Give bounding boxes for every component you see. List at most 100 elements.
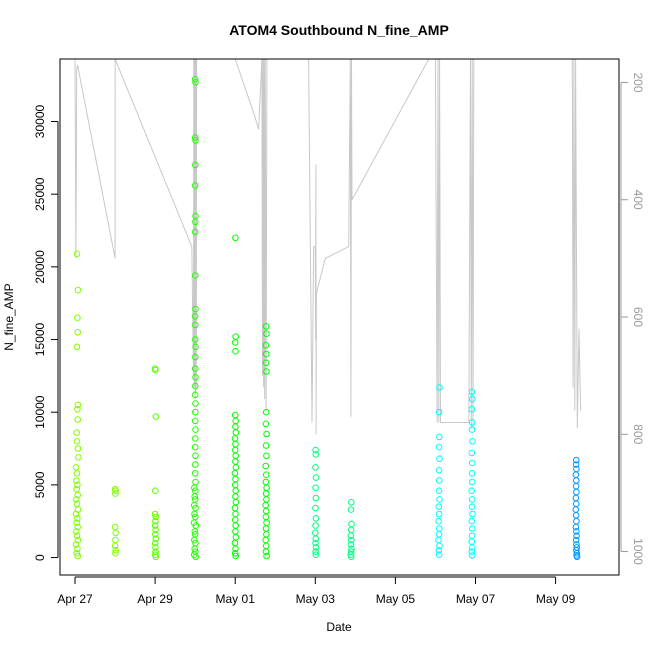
data-point — [152, 513, 160, 521]
data-point — [232, 552, 239, 560]
data-point — [192, 353, 199, 361]
data-point — [312, 551, 320, 559]
data-point — [469, 478, 476, 486]
x-tick-label: Apr 27 — [57, 592, 93, 606]
data-point — [468, 517, 476, 525]
y-tick-label: 30000 — [33, 104, 47, 138]
data-point — [192, 321, 199, 329]
data-point — [262, 323, 270, 330]
data-point — [435, 503, 443, 511]
data-point — [231, 339, 239, 346]
data-point — [347, 532, 355, 540]
data-point — [262, 408, 270, 416]
y-tick-label: 25000 — [33, 177, 47, 211]
data-point — [192, 452, 199, 460]
data-point — [262, 442, 270, 449]
data-point — [75, 454, 82, 461]
data-point — [469, 525, 476, 532]
data-point — [191, 76, 199, 83]
data-point — [232, 522, 239, 529]
data-point — [231, 516, 239, 524]
data-point — [468, 503, 476, 511]
y-tick-label: 10000 — [33, 395, 47, 429]
data-point — [262, 478, 270, 486]
data-point — [262, 501, 270, 509]
data-point — [191, 182, 199, 189]
data-point — [469, 552, 476, 559]
data-point — [74, 481, 81, 489]
y-tick-label: 5000 — [33, 471, 47, 498]
data-point — [436, 433, 443, 441]
data-point — [469, 395, 476, 403]
data-point — [263, 484, 270, 492]
data-point — [263, 452, 270, 460]
data-point — [73, 470, 81, 477]
data-point — [312, 446, 319, 454]
data-point — [262, 507, 270, 515]
data-point — [74, 329, 81, 336]
data-point — [348, 520, 355, 528]
y2-tick-label: 1000 — [631, 538, 645, 565]
data-point — [262, 548, 270, 556]
data-point — [73, 477, 80, 484]
data-point — [262, 350, 270, 358]
data-point — [436, 542, 443, 550]
data-point — [312, 474, 320, 481]
data-point — [348, 553, 355, 561]
data-point — [262, 471, 270, 479]
data-point — [263, 552, 270, 560]
data-point — [73, 528, 80, 535]
data-point — [191, 417, 199, 425]
data-point — [74, 523, 81, 531]
data-point — [112, 547, 119, 554]
data-point — [232, 487, 239, 495]
data-point — [191, 470, 199, 477]
data-point — [232, 333, 239, 340]
data-point — [231, 446, 239, 454]
data-point — [151, 510, 159, 518]
data-point — [436, 496, 443, 503]
data-point — [468, 470, 476, 477]
data-point — [72, 510, 80, 518]
data-point — [572, 494, 580, 502]
data-point — [191, 336, 199, 343]
data-point — [231, 470, 239, 477]
data-point — [263, 330, 270, 338]
data-point — [572, 483, 580, 490]
data-point — [74, 416, 81, 423]
x-tick-label: May 05 — [376, 592, 416, 606]
data-point — [572, 512, 580, 519]
data-point — [572, 523, 580, 531]
data-point — [231, 504, 239, 512]
data-point — [435, 443, 443, 451]
y2-tick-label: 400 — [631, 190, 645, 210]
data-point — [152, 517, 159, 525]
data-point — [468, 459, 476, 467]
data-point — [232, 429, 240, 436]
data-point — [73, 549, 80, 557]
data-point — [263, 519, 270, 527]
data-point — [74, 445, 82, 452]
data-point — [191, 536, 198, 544]
data-point — [231, 549, 239, 557]
data-point — [74, 406, 81, 413]
data-point — [573, 532, 580, 540]
x-tick-label: May 07 — [456, 592, 496, 606]
data-point — [232, 452, 239, 460]
data-point — [72, 541, 80, 548]
data-point — [152, 535, 160, 543]
data-point — [263, 368, 270, 375]
data-point — [73, 429, 80, 436]
data-point — [231, 481, 239, 489]
data-point — [263, 430, 270, 438]
y-tick-label: 20000 — [33, 250, 47, 284]
data-point — [572, 461, 580, 468]
data-point — [435, 536, 442, 544]
data-point — [231, 539, 239, 547]
data-point — [262, 359, 270, 367]
data-point — [192, 305, 199, 313]
data-point — [435, 517, 442, 525]
data-point — [74, 552, 81, 560]
data-point — [73, 519, 80, 527]
data-point — [435, 547, 443, 554]
